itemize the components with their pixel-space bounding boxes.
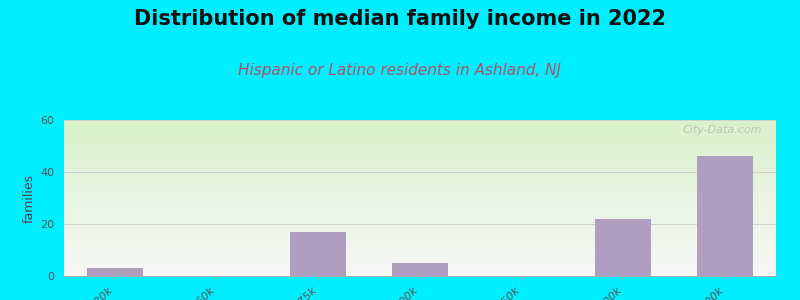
Bar (595, 219, 651, 276)
Bar (697, 156, 753, 276)
Text: Distribution of median family income in 2022: Distribution of median family income in … (134, 9, 666, 29)
Bar (290, 232, 346, 276)
Bar (392, 263, 448, 276)
Y-axis label: families: families (23, 173, 36, 223)
Text: Hispanic or Latino residents in Ashland, NJ: Hispanic or Latino residents in Ashland,… (238, 63, 562, 78)
Bar (87, 268, 143, 276)
Text: City-Data.com: City-Data.com (682, 125, 762, 135)
